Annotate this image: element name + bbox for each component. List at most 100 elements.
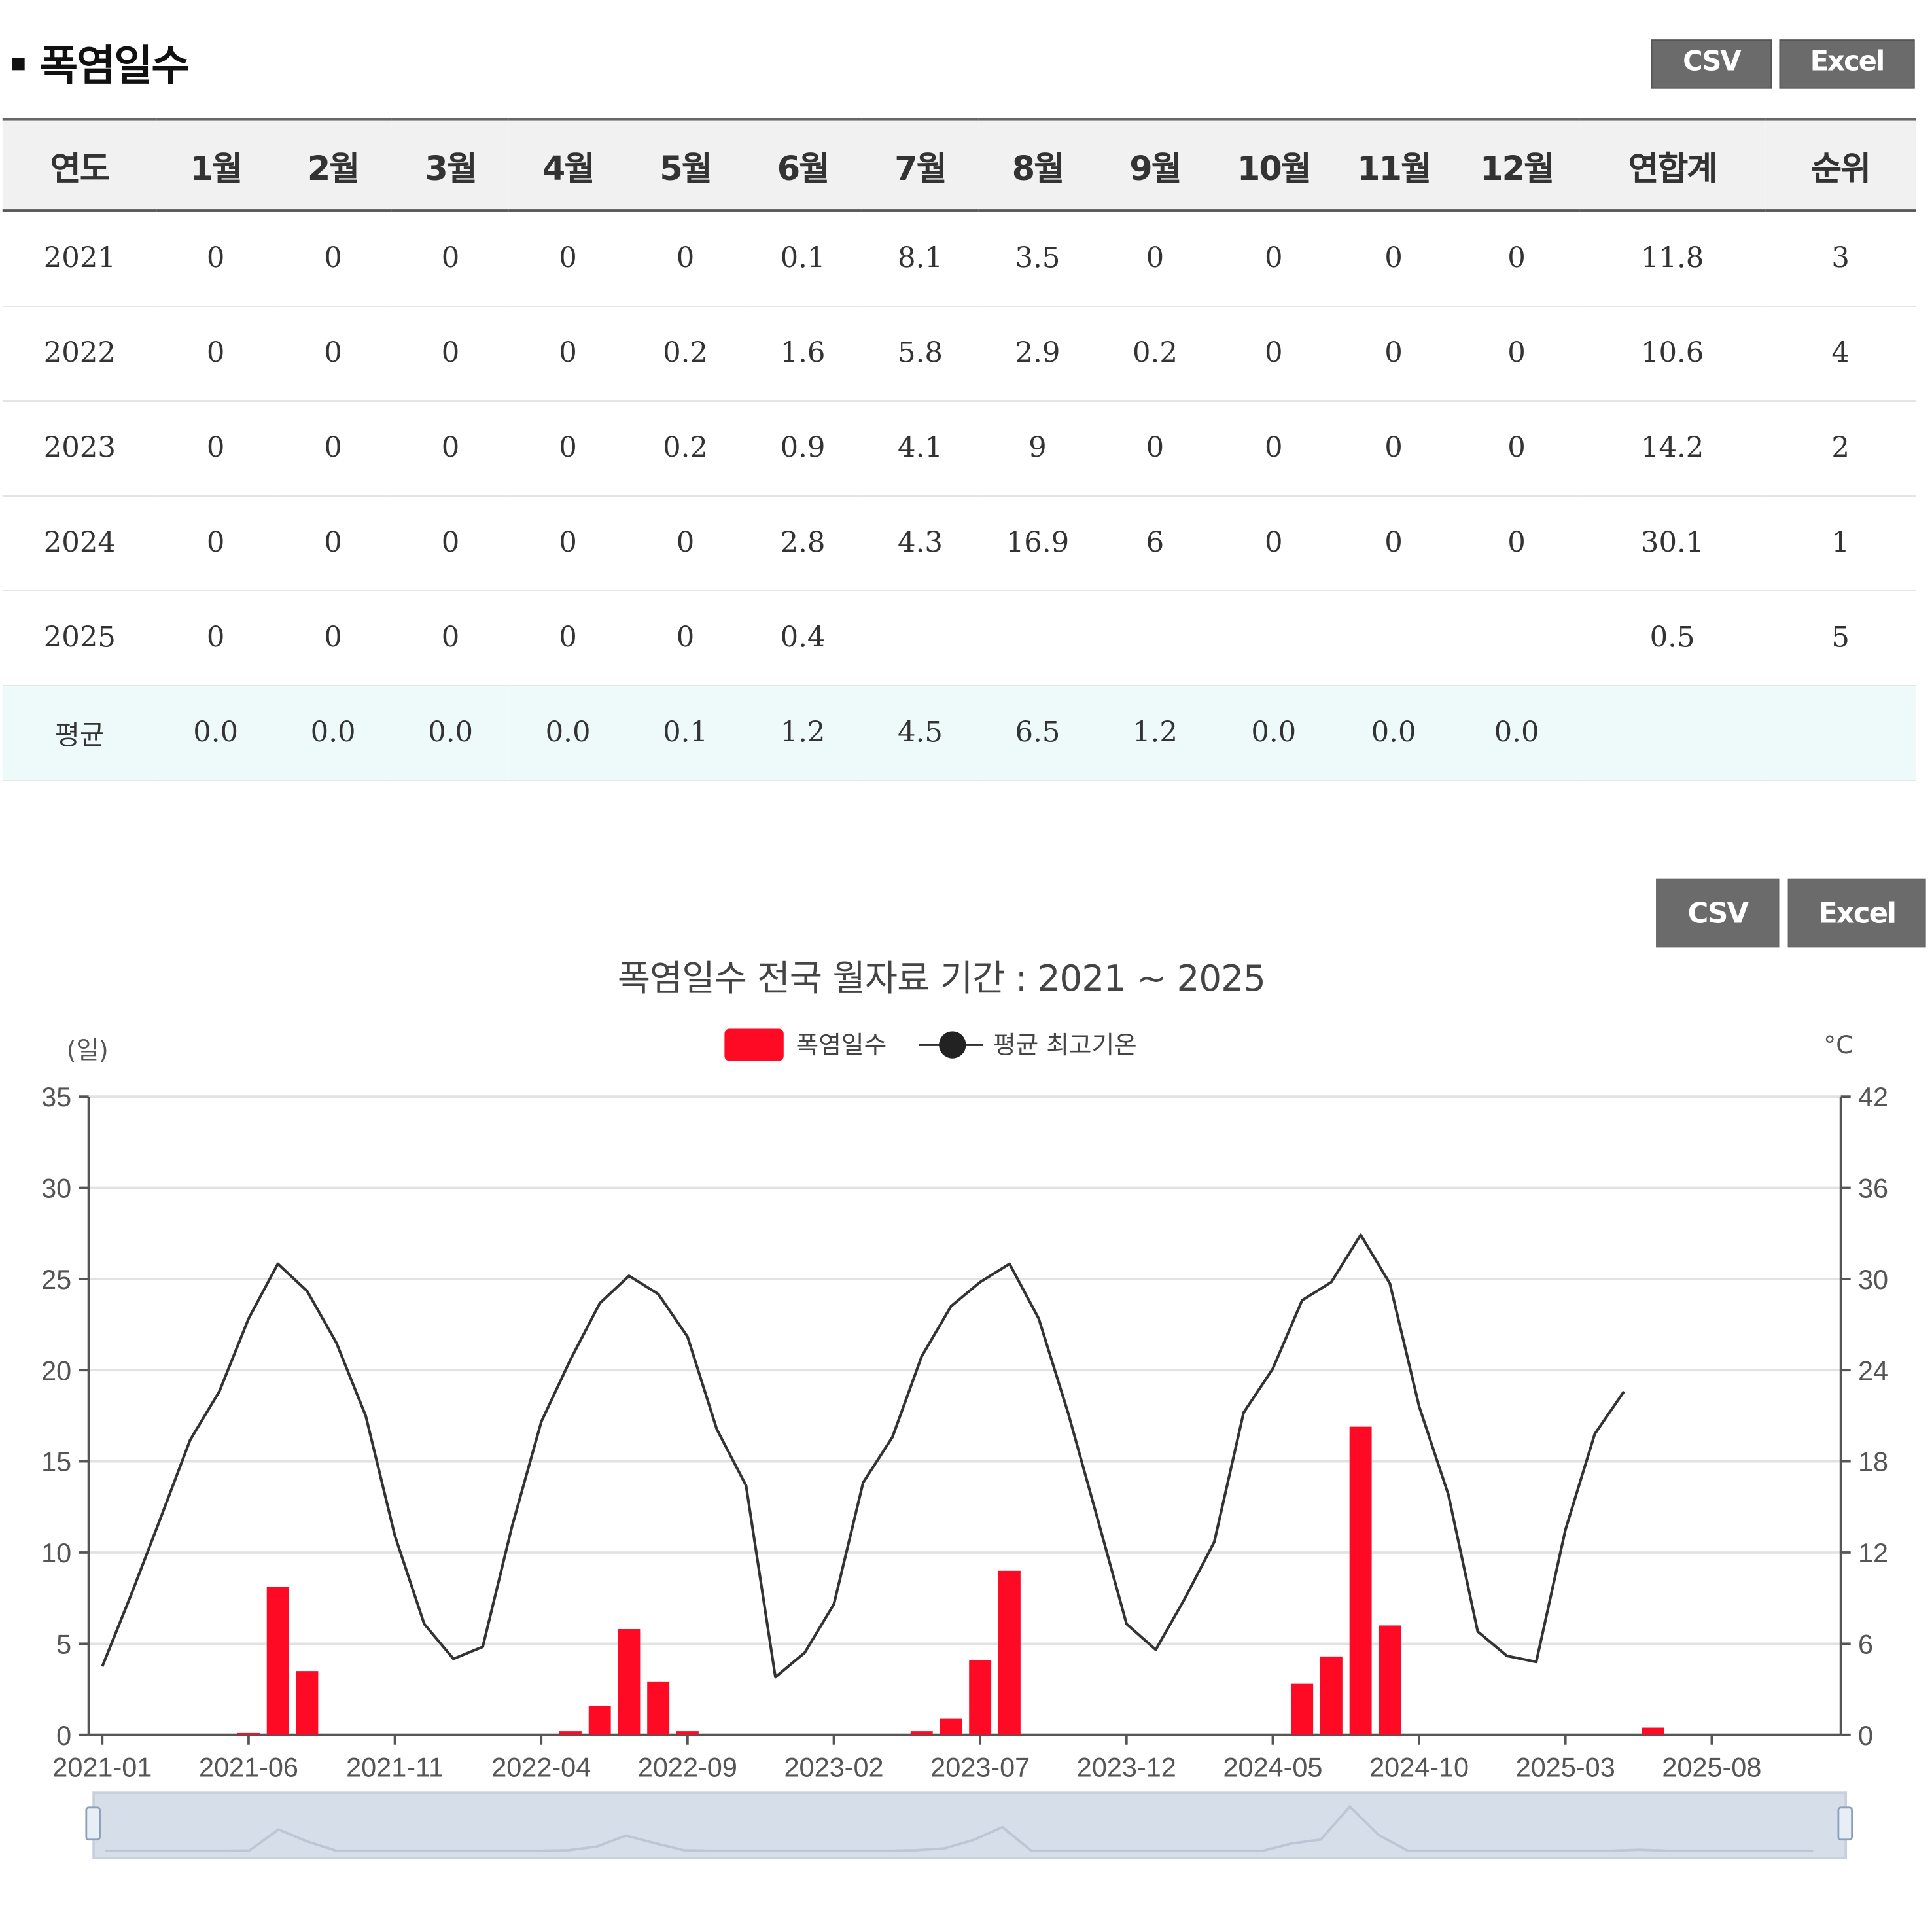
table-cell: 30.1 (1579, 496, 1765, 591)
table-cell: 2021 (2, 211, 157, 307)
table-cell: 0 (1453, 496, 1580, 591)
x-axis-tick-label: 2025-03 (1516, 1752, 1615, 1783)
table-cell: 0 (509, 496, 627, 591)
x-axis-tick-label: 2021-11 (346, 1752, 444, 1783)
table-cell (1453, 591, 1580, 686)
right-axis-tick-label: 18 (1858, 1447, 1888, 1477)
average-cell: 0.0 (391, 686, 510, 782)
navigator-right-handle[interactable] (1837, 1806, 1853, 1841)
table-cell: 0.2 (626, 401, 745, 497)
table-cell: 0 (509, 211, 627, 307)
table-cell: 0 (156, 591, 275, 686)
column-header: 5월 (626, 118, 745, 212)
legend-bar-swatch[interactable] (724, 1028, 784, 1061)
column-header: 3월 (391, 118, 510, 212)
table-cell: 0 (1333, 401, 1454, 497)
navigator-left-handle[interactable] (85, 1806, 101, 1841)
x-axis-tick-label: 2023-02 (784, 1752, 884, 1783)
bar-heatwave-days (910, 1731, 933, 1735)
csv-download-button[interactable]: CSV (1651, 39, 1772, 89)
table-cell: 0 (274, 496, 392, 591)
average-cell: 6.5 (979, 686, 1097, 782)
table-cell: 10.6 (1579, 306, 1765, 402)
bar-heatwave-days (296, 1671, 319, 1735)
table-cell: 0 (509, 401, 627, 497)
chart-excel-download-button[interactable]: Excel (1787, 878, 1926, 948)
left-axis-tick-label: 0 (56, 1720, 71, 1751)
right-axis-unit: °C (1823, 1030, 1853, 1060)
table-cell: 0 (1453, 306, 1580, 402)
table-cell: 0 (274, 211, 392, 307)
x-axis-tick-label: 2022-04 (491, 1752, 591, 1783)
excel-download-button[interactable]: Excel (1779, 39, 1915, 89)
table-cell: 2 (1765, 401, 1916, 497)
table-cell: 0 (156, 401, 275, 497)
bar-heatwave-days (588, 1706, 611, 1735)
right-axis-tick-label: 42 (1858, 1081, 1888, 1112)
table-cell: 14.2 (1579, 401, 1765, 497)
table-cell: 0 (1333, 306, 1454, 402)
table-row: 2023 0 0 0 0 0.2 0.9 4.1 9 0 0 0 0 14.2 2 (2, 401, 1916, 497)
table-cell: 0 (626, 591, 745, 686)
bar-heatwave-days (266, 1587, 289, 1735)
table-cell: 0 (391, 306, 510, 402)
left-axis-tick-label: 15 (41, 1447, 71, 1477)
legend-line-label[interactable]: 평균 최고기온 (992, 1030, 1137, 1060)
table-cell: 0 (274, 401, 392, 497)
average-cell: 1.2 (1096, 686, 1214, 782)
table-cell: 0 (1453, 401, 1580, 497)
bar-heatwave-days (647, 1681, 670, 1735)
average-cell (1765, 686, 1916, 782)
table-cell: 9 (979, 401, 1097, 497)
right-axis-tick-label: 12 (1858, 1537, 1888, 1568)
x-axis-tick-label: 2021-06 (199, 1752, 298, 1783)
line-avg-max-temp (101, 1233, 1625, 1679)
table-cell: 0 (156, 306, 275, 402)
left-axis-unit: (일) (66, 1034, 109, 1065)
table-cell: 3 (1765, 211, 1916, 307)
bar-heatwave-days (618, 1629, 641, 1735)
average-cell: 0.1 (626, 686, 745, 782)
average-cell (1579, 686, 1765, 782)
table-cell: 0 (156, 211, 275, 307)
table-cell: 16.9 (979, 496, 1097, 591)
table-cell: 8.1 (861, 211, 979, 307)
right-axis-tick-label: 24 (1858, 1355, 1888, 1386)
range-navigator (92, 1791, 1848, 1859)
section-title: 폭염일수 (12, 32, 190, 92)
legend-bar-label[interactable]: 폭염일수 (796, 1030, 887, 1060)
table-cell: 2022 (2, 306, 157, 402)
column-header: 4월 (509, 118, 627, 212)
bar-heatwave-days (559, 1731, 582, 1735)
table-cell: 0 (391, 211, 510, 307)
column-header: 1월 (156, 118, 275, 212)
table-cell: 4.3 (861, 496, 979, 591)
table-cell: 0 (509, 591, 627, 686)
table-cell: 0 (156, 496, 275, 591)
x-axis-tick-label: 2022-09 (638, 1752, 737, 1783)
table-cell: 2.8 (744, 496, 862, 591)
right-axis-tick-label: 36 (1858, 1173, 1888, 1204)
bar-heatwave-days (676, 1731, 699, 1735)
table-cell (1096, 591, 1214, 686)
table-cell: 1.6 (744, 306, 862, 402)
table-cell: 2025 (2, 591, 157, 686)
table-cell: 0 (1096, 211, 1214, 307)
table-cell: 0 (1333, 496, 1454, 591)
right-axis-tick-label: 30 (1858, 1264, 1888, 1295)
chart-csv-download-button[interactable]: CSV (1656, 878, 1780, 948)
column-header: 2월 (274, 118, 392, 212)
average-cell: 4.5 (861, 686, 979, 782)
column-header: 연도 (2, 118, 157, 212)
bar-heatwave-days (1291, 1683, 1314, 1735)
table-row: 2021 0 0 0 0 0 0.1 8.1 3.5 0 0 0 0 11.8 3 (2, 211, 1916, 307)
chart-title: 폭염일수 전국 월자료 기간 : 2021 ~ 2025 (617, 957, 1266, 1000)
table-cell: 0 (1214, 211, 1334, 307)
bar-heatwave-days (940, 1718, 962, 1735)
table-cell: 2024 (2, 496, 157, 591)
table-cell: 0 (1333, 211, 1454, 307)
left-axis-tick-label: 35 (41, 1081, 71, 1112)
table-cell: 0 (626, 496, 745, 591)
table-cell: 0 (626, 211, 745, 307)
